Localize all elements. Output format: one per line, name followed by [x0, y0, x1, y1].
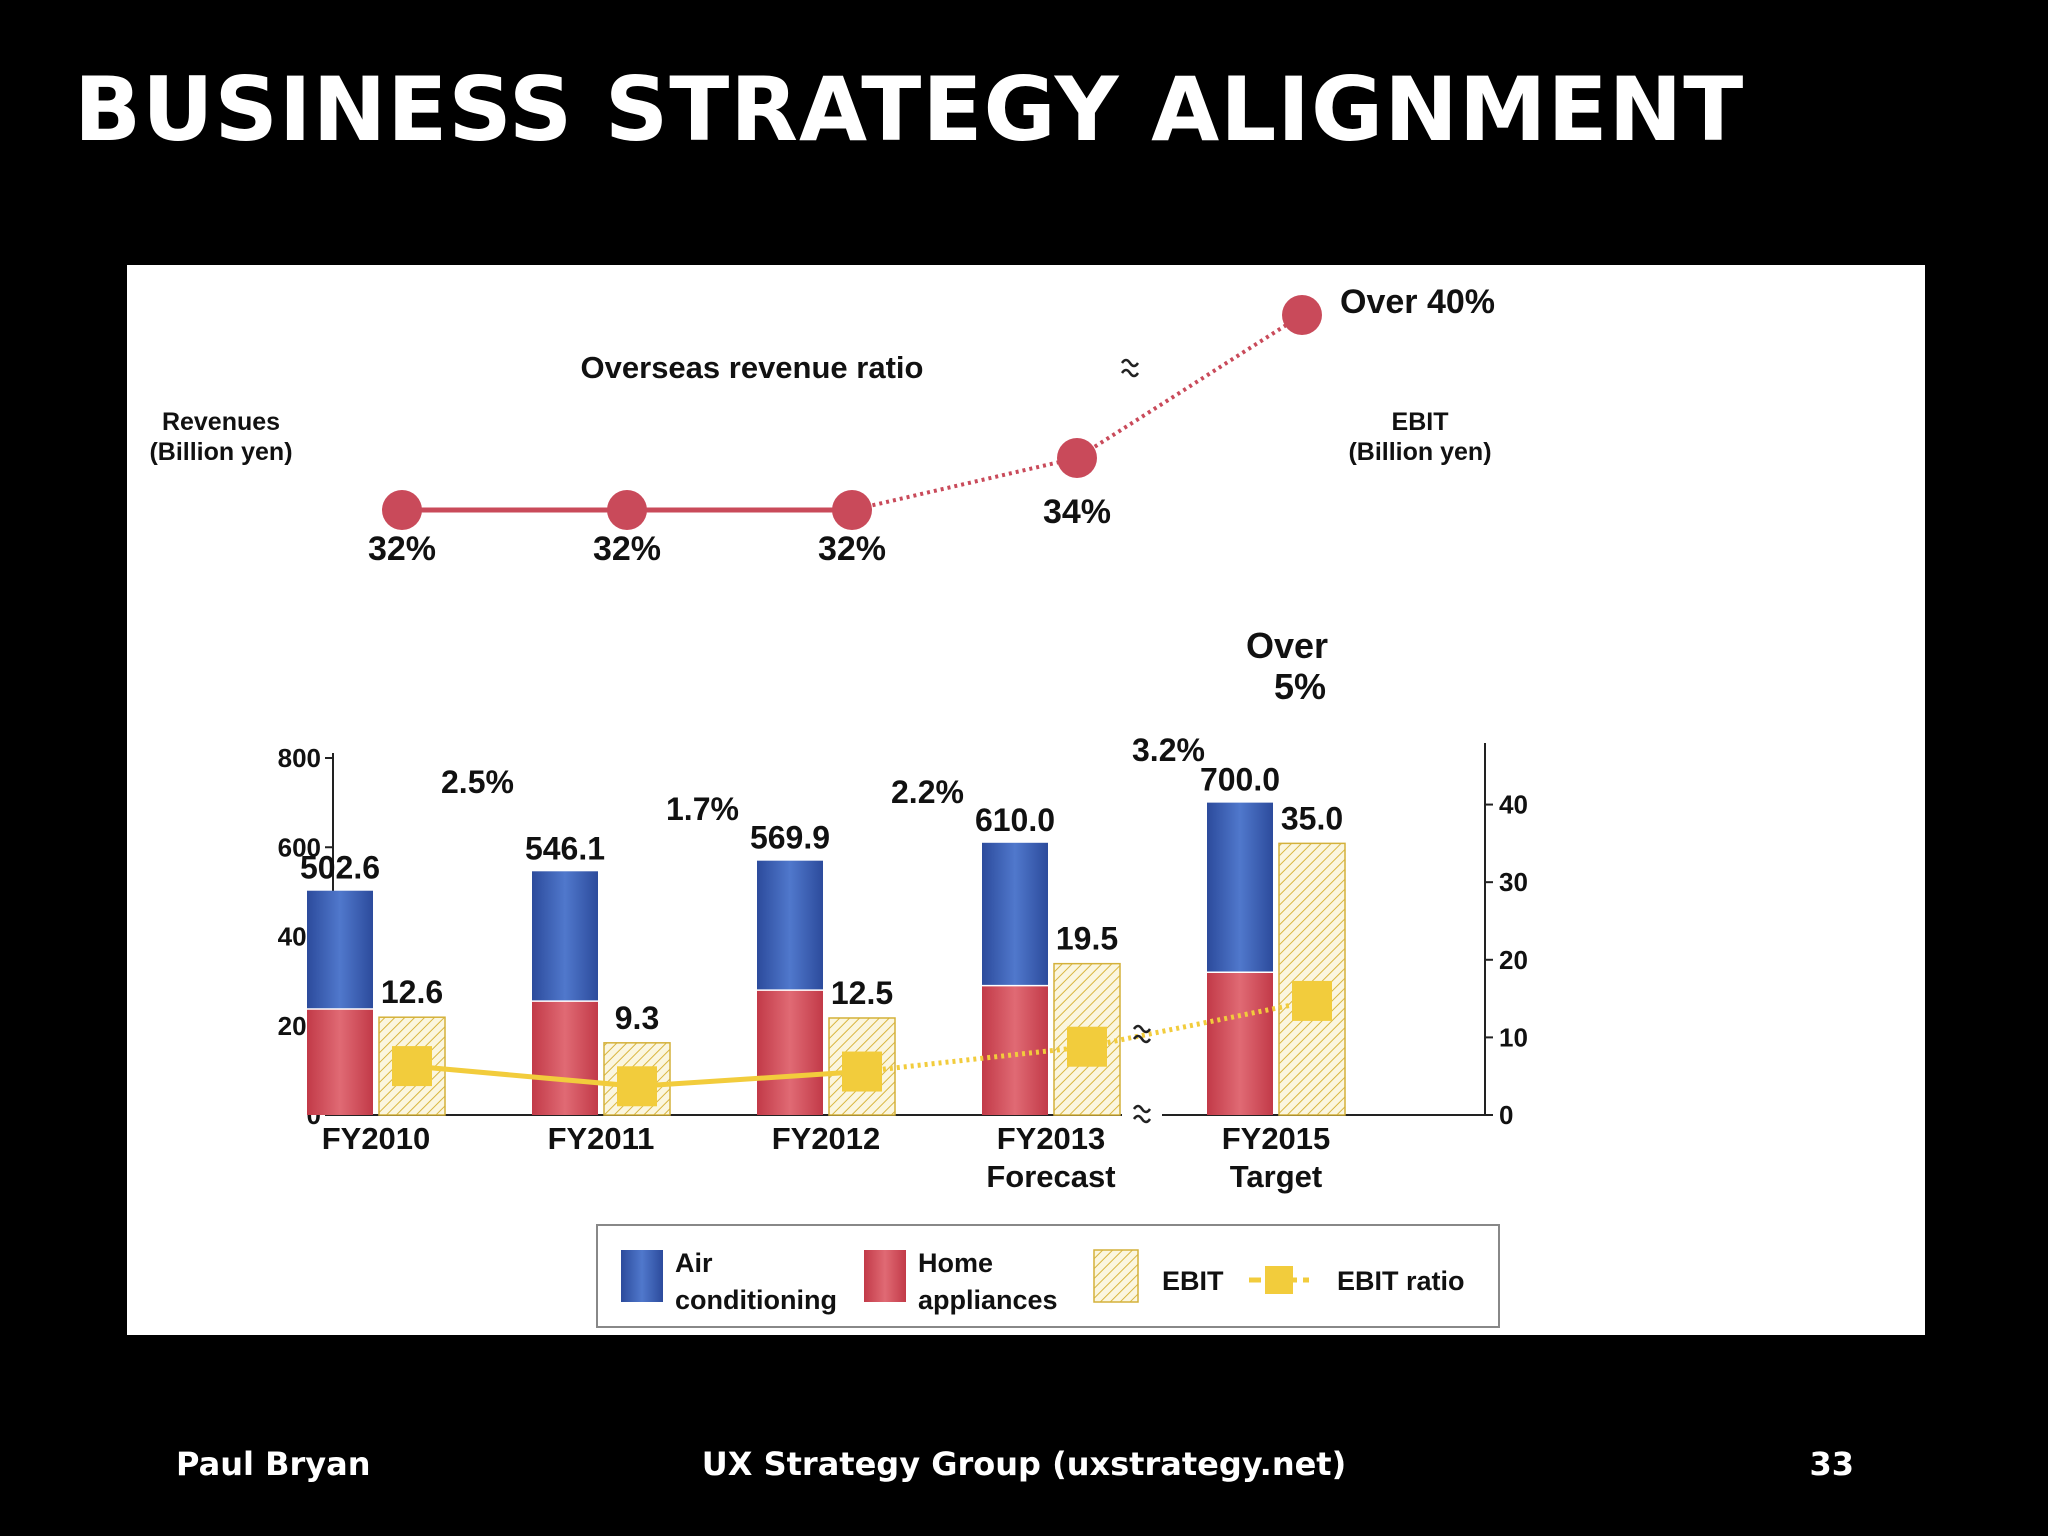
axis-break-mark: [1132, 1024, 1152, 1044]
overseas-ratio-label: Over 40%: [1340, 283, 1495, 321]
legend-label-home-appliances: appliances: [918, 1285, 1058, 1315]
ebit-ratio-label: 2.5%: [441, 764, 514, 800]
air-conditioning-bar: [982, 842, 1048, 986]
overseas-ratio-marker: [607, 490, 647, 530]
ebit-ratio-marker: [1067, 1026, 1107, 1067]
air-conditioning-bar: [307, 890, 373, 1009]
legend-swatch-ebit: [1093, 1249, 1139, 1303]
ebit-ratio-label: 5%: [1274, 666, 1326, 707]
legend-label-home-appliances: Home: [918, 1248, 993, 1278]
ebit-ratio-label: 2.2%: [891, 774, 964, 810]
ebit-value-label: 19.5: [1056, 921, 1118, 957]
left-axis-tick-label: 600: [278, 832, 321, 862]
legend-swatch-ebit-ratio-marker: [1265, 1266, 1293, 1294]
ebit-ratio-marker: [392, 1046, 432, 1087]
ebit-ratio-label: Over: [1246, 625, 1328, 666]
revenue-total-label: 569.9: [750, 820, 830, 856]
legend-label-air-conditioning: conditioning: [675, 1285, 837, 1315]
ebit-value-label: 9.3: [615, 1000, 659, 1036]
ebit-ratio-line-forecast: [1086, 998, 1313, 1050]
slide-title: BUSINESS STRATEGY ALIGNMENT: [74, 58, 1745, 161]
axis-break-mark: [1120, 358, 1140, 378]
legend-label-air-conditioning: Air: [675, 1248, 713, 1278]
home-appliances-bar: [532, 1001, 598, 1115]
overseas-ratio-label: 34%: [1043, 493, 1111, 531]
overseas-ratio-title: Overseas revenue ratio: [581, 350, 924, 385]
revenue-total-label: 610.0: [975, 802, 1055, 838]
footer-page-number: 33: [1809, 1445, 1854, 1483]
ebit-value-label: 12.5: [831, 975, 893, 1011]
ebit-value-label: 35.0: [1281, 800, 1343, 836]
ebit-bar: [1278, 842, 1346, 1116]
chart-panel: 0200400600800010203040Revenues(Billion y…: [127, 265, 1925, 1335]
category-label: FY2013: [997, 1121, 1106, 1156]
right-axis-tick-label: 40: [1499, 790, 1528, 820]
ebit-ratio-label: 1.7%: [666, 791, 739, 827]
overseas-ratio-line-forecast: [851, 313, 1304, 512]
ebit-ratio-marker: [842, 1051, 882, 1092]
category-label: FY2011: [548, 1121, 655, 1156]
overseas-ratio-label: 32%: [593, 530, 661, 568]
air-conditioning-bar: [532, 871, 598, 1002]
ebit-value-label: 12.6: [381, 974, 443, 1010]
air-conditioning-bar: [757, 860, 823, 991]
category-label: Target: [1230, 1159, 1322, 1194]
legend-swatch-home-appliances: [864, 1250, 906, 1302]
left-axis-title: (Billion yen): [149, 438, 292, 466]
chart-legend: [596, 1224, 1500, 1328]
ebit-ratio-marker: [617, 1066, 657, 1107]
right-axis-tick-label: 30: [1499, 867, 1528, 897]
ebit-ratio-line: [411, 1063, 638, 1089]
legend-label-ebit: EBIT: [1162, 1266, 1224, 1296]
category-label: FY2012: [772, 1121, 881, 1156]
revenue-total-label: 700.0: [1200, 762, 1280, 798]
left-axis-tick-label: 800: [278, 743, 321, 773]
legend-swatch-air-conditioning: [621, 1250, 663, 1302]
overseas-ratio-marker: [832, 490, 872, 530]
revenue-total-label: 546.1: [525, 830, 605, 866]
category-label: FY2010: [322, 1121, 431, 1156]
legend-box: [596, 1224, 1500, 1328]
overseas-ratio-marker: [1057, 438, 1097, 478]
air-conditioning-bar: [1207, 802, 1273, 973]
revenue-total-label: 502.6: [300, 850, 380, 886]
ebit-ratio-line: [636, 1069, 863, 1089]
ebit-ratio-line-forecast: [861, 1044, 1088, 1075]
revenue-ebit-chart: 0200400600800010203040Revenues(Billion y…: [149, 283, 1528, 1328]
footer-author: Paul Bryan: [176, 1445, 371, 1483]
right-axis-title: EBIT: [1392, 408, 1449, 436]
category-label: FY2015: [1222, 1121, 1331, 1156]
right-axis-title: (Billion yen): [1348, 438, 1491, 466]
ebit-ratio-marker: [1292, 980, 1332, 1021]
legend-label-ebit-ratio: EBIT ratio: [1337, 1266, 1465, 1296]
overseas-ratio-label: 32%: [368, 530, 436, 568]
footer-organization: UX Strategy Group (uxstrategy.net): [701, 1445, 1347, 1483]
overseas-ratio-marker: [1282, 295, 1322, 335]
right-axis-tick-label: 0: [1499, 1100, 1513, 1130]
right-axis-tick-label: 20: [1499, 945, 1528, 975]
ebit-ratio-label: 3.2%: [1132, 732, 1205, 768]
overseas-ratio-marker: [382, 490, 422, 530]
axis-break-mark: [1132, 1104, 1152, 1124]
home-appliances-bar: [307, 1008, 373, 1115]
overseas-ratio-label: 32%: [818, 530, 886, 568]
left-axis-title: Revenues: [162, 408, 280, 436]
home-appliances-bar: [1207, 972, 1273, 1115]
home-appliances-bar: [757, 990, 823, 1115]
category-label: Forecast: [986, 1159, 1115, 1194]
right-axis-tick-label: 10: [1499, 1022, 1528, 1052]
